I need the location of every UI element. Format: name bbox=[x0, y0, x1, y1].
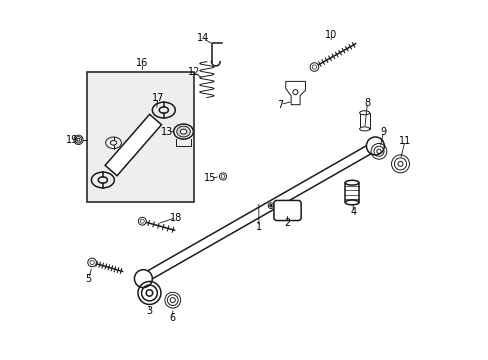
Bar bbox=[359, 113, 369, 129]
Ellipse shape bbox=[345, 200, 358, 205]
Text: 9: 9 bbox=[380, 127, 386, 136]
Text: 7: 7 bbox=[277, 100, 283, 110]
Bar bbox=[86, 72, 194, 202]
Circle shape bbox=[292, 90, 297, 95]
Text: 14: 14 bbox=[197, 33, 209, 43]
Text: 10: 10 bbox=[325, 30, 337, 40]
Circle shape bbox=[134, 270, 152, 288]
Ellipse shape bbox=[176, 126, 190, 137]
Circle shape bbox=[366, 137, 384, 155]
Text: 8: 8 bbox=[364, 98, 370, 108]
Circle shape bbox=[138, 217, 146, 225]
Circle shape bbox=[269, 204, 271, 207]
Text: 6: 6 bbox=[169, 313, 176, 323]
Ellipse shape bbox=[359, 127, 369, 131]
Polygon shape bbox=[285, 81, 305, 105]
Text: 15: 15 bbox=[204, 173, 216, 183]
Polygon shape bbox=[105, 114, 161, 176]
Text: 4: 4 bbox=[349, 207, 355, 217]
Text: 12: 12 bbox=[188, 67, 200, 77]
Circle shape bbox=[267, 203, 273, 208]
Ellipse shape bbox=[345, 180, 358, 185]
Text: 1: 1 bbox=[255, 222, 262, 231]
Text: 3: 3 bbox=[146, 306, 152, 316]
Ellipse shape bbox=[180, 129, 186, 134]
Bar bbox=[345, 183, 358, 202]
Circle shape bbox=[309, 63, 318, 71]
Ellipse shape bbox=[173, 124, 193, 139]
Text: 13: 13 bbox=[161, 127, 173, 136]
Circle shape bbox=[88, 258, 96, 267]
Text: 2: 2 bbox=[284, 218, 290, 228]
Ellipse shape bbox=[359, 111, 369, 115]
FancyBboxPatch shape bbox=[273, 201, 301, 221]
Text: 11: 11 bbox=[398, 136, 410, 145]
Text: 16: 16 bbox=[136, 58, 148, 68]
Text: 5: 5 bbox=[85, 274, 91, 284]
Text: 17: 17 bbox=[151, 93, 163, 103]
Text: 18: 18 bbox=[169, 213, 182, 222]
Circle shape bbox=[219, 173, 226, 180]
Text: 19: 19 bbox=[65, 135, 78, 145]
